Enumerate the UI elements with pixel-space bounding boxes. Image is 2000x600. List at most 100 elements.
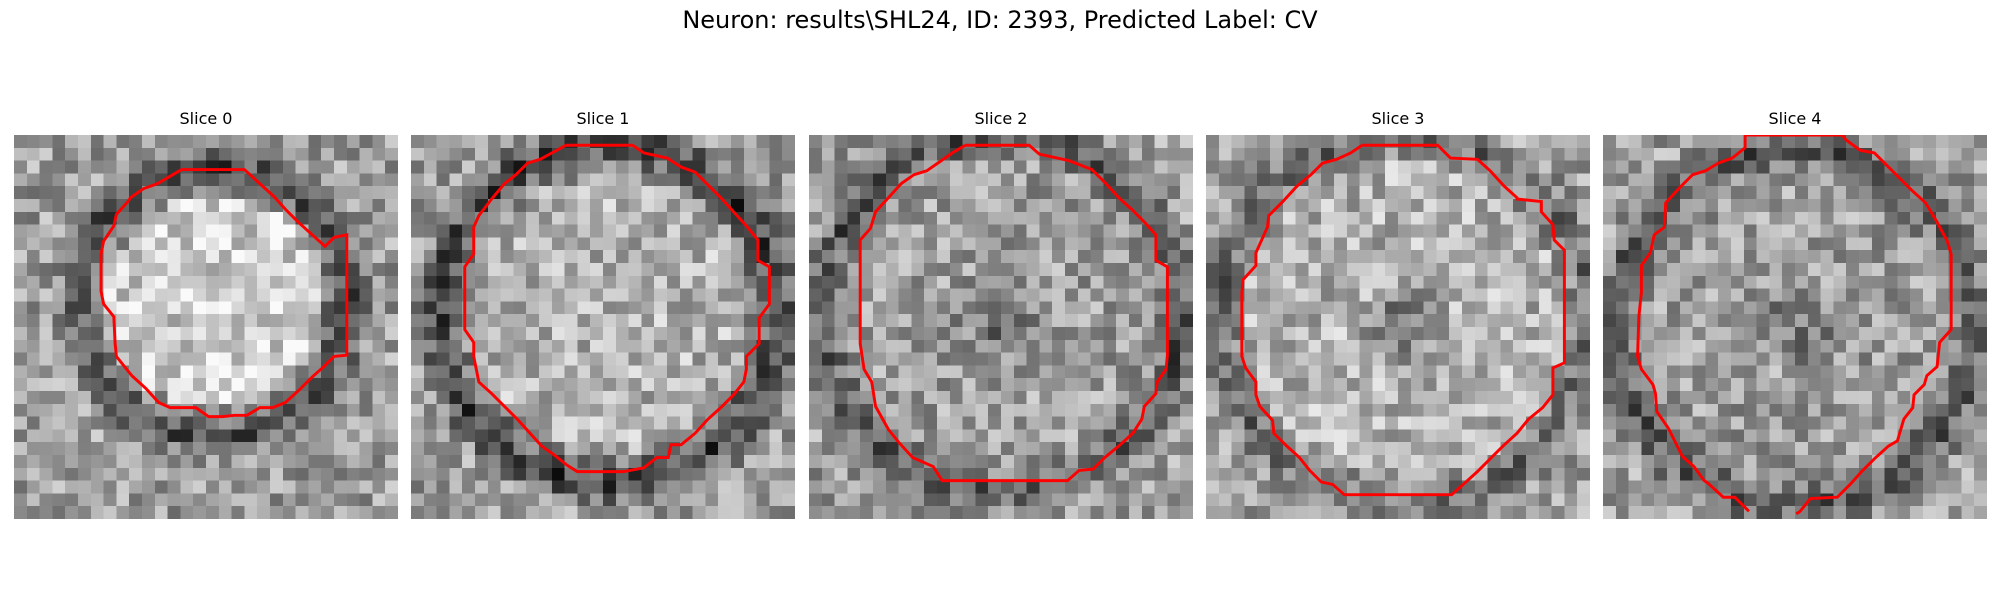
pixel	[1154, 352, 1168, 366]
pixel	[1948, 173, 1962, 187]
pixel	[1884, 186, 1898, 200]
pixel	[1308, 250, 1322, 264]
pixel	[731, 416, 745, 430]
pixel	[1692, 403, 1706, 417]
pixel	[1077, 147, 1091, 161]
pixel	[1423, 442, 1437, 456]
pixel	[321, 378, 335, 392]
pixel	[372, 339, 386, 353]
pixel	[898, 506, 912, 519]
pixel	[1756, 352, 1770, 366]
pixel	[847, 416, 861, 430]
pixel	[1180, 403, 1193, 417]
pixel	[860, 403, 874, 417]
pixel	[1295, 352, 1309, 366]
pixel	[116, 186, 130, 200]
pixel	[1372, 263, 1386, 277]
pixel	[1167, 199, 1181, 213]
pixel	[193, 288, 207, 302]
pixel	[949, 467, 963, 481]
pixel	[860, 147, 874, 161]
pixel	[1372, 378, 1386, 392]
pixel	[1692, 199, 1706, 213]
pixel	[1923, 352, 1937, 366]
pixel	[1935, 173, 1949, 187]
pixel	[129, 480, 143, 494]
pixel	[1116, 467, 1130, 481]
pixel	[1257, 314, 1271, 328]
pixel	[513, 288, 527, 302]
pixel	[1410, 378, 1424, 392]
pixel	[692, 186, 706, 200]
pixel	[1372, 147, 1386, 161]
pixel	[1871, 275, 1885, 289]
pixel	[1743, 416, 1757, 430]
pixel	[756, 288, 770, 302]
pixel	[1948, 493, 1962, 507]
pixel	[1436, 314, 1450, 328]
pixel	[449, 506, 463, 519]
pixel	[756, 403, 770, 417]
pixel	[206, 493, 220, 507]
pixel	[1001, 455, 1015, 469]
pixel	[809, 391, 823, 405]
pixel	[218, 480, 232, 494]
pixel-grid	[1206, 135, 1590, 519]
pixel	[821, 416, 835, 430]
pixel	[1782, 455, 1796, 469]
pixel	[756, 160, 770, 174]
pixel	[500, 186, 514, 200]
pixel	[705, 211, 719, 225]
pixel	[1077, 263, 1091, 277]
pixel	[731, 288, 745, 302]
pixel	[1372, 314, 1386, 328]
pixel	[1410, 365, 1424, 379]
pixel	[154, 442, 168, 456]
pixel	[90, 391, 104, 405]
pixel	[873, 391, 887, 405]
pixel	[90, 506, 104, 519]
pixel	[962, 147, 976, 161]
pixel	[449, 224, 463, 238]
pixel	[334, 237, 348, 251]
pixel	[1603, 173, 1617, 187]
pixel	[911, 211, 925, 225]
pixel	[667, 429, 681, 443]
pixel	[1167, 135, 1181, 149]
pixel	[1910, 135, 1924, 149]
pixel	[103, 378, 117, 392]
pixel	[1257, 416, 1271, 430]
pixel	[731, 237, 745, 251]
pixel	[718, 467, 732, 481]
pixel	[1526, 429, 1540, 443]
pixel	[590, 442, 604, 456]
pixel	[1731, 467, 1745, 481]
pixel	[1141, 250, 1155, 264]
pixel	[1769, 314, 1783, 328]
pixel	[1013, 391, 1027, 405]
pixel	[603, 186, 617, 200]
pixel	[154, 416, 168, 430]
pixel	[1359, 301, 1373, 315]
pixel	[411, 339, 425, 353]
pixel	[769, 211, 783, 225]
pixel	[1167, 339, 1181, 353]
pixel	[1667, 506, 1681, 519]
pixel	[769, 263, 783, 277]
pixel	[436, 275, 450, 289]
pixel	[308, 147, 322, 161]
pixel	[1692, 365, 1706, 379]
pixel	[500, 455, 514, 469]
pixel	[52, 403, 66, 417]
pixel	[615, 455, 629, 469]
pixel	[692, 224, 706, 238]
pixel	[705, 339, 719, 353]
pixel	[962, 429, 976, 443]
pixel	[756, 378, 770, 392]
pixel	[1974, 135, 1987, 149]
pixel	[615, 429, 629, 443]
pixel	[564, 288, 578, 302]
pixel	[1385, 301, 1399, 315]
pixel	[628, 224, 642, 238]
pixel	[1628, 378, 1642, 392]
